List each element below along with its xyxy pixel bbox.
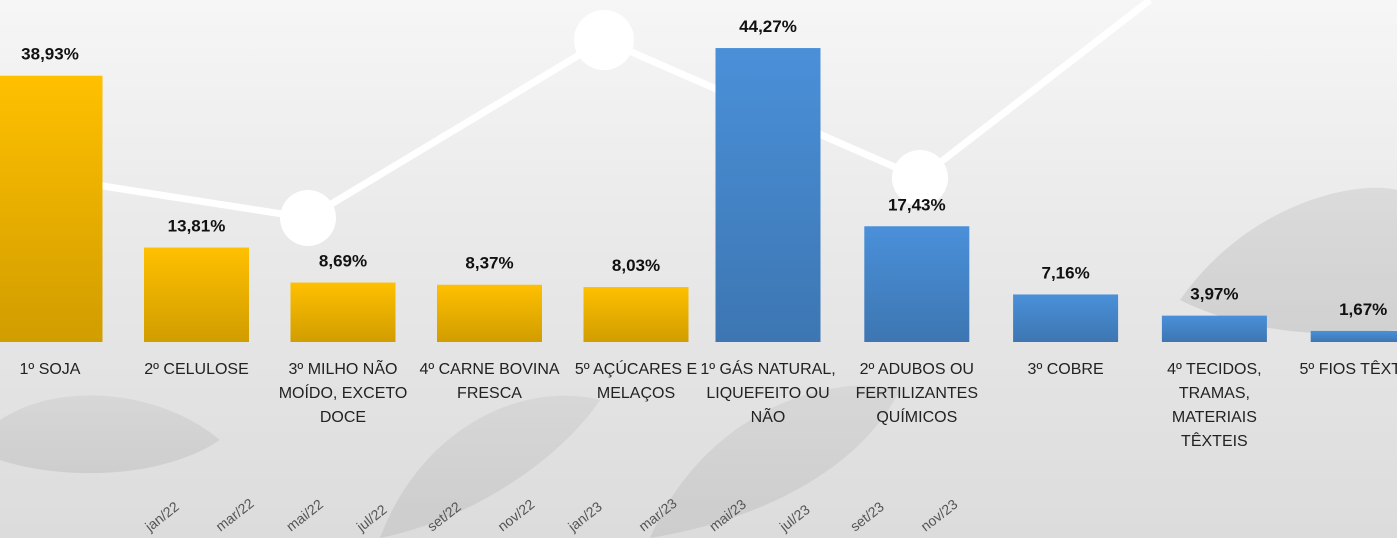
chart-area: 38,93% 13,81% 8,69% 8,37% 8,03% 44,27% 17,43% 7…	[0, 0, 1397, 538]
value-label: 17,43%	[888, 195, 946, 214]
bar	[0, 76, 103, 342]
category-label: 5º AÇÚCARES E MELAÇOS	[565, 358, 707, 406]
category-label: 4º CARNE BOVINA FRESCA	[419, 358, 561, 406]
timeline-label: nov/23	[917, 496, 960, 535]
category-label: 2º ADUBOS OU FERTILIZANTES QUÍMICOS	[846, 358, 988, 430]
timeline-label: jul/23	[776, 501, 813, 535]
bar	[1162, 316, 1267, 342]
trend-line	[0, 0, 1150, 246]
timeline-label: mar/22	[212, 495, 256, 535]
value-label: 1,67%	[1339, 300, 1387, 319]
bar	[144, 248, 249, 342]
bar	[291, 283, 396, 342]
bar	[716, 48, 821, 342]
timeline-label: set/23	[847, 498, 887, 534]
bar	[437, 285, 542, 342]
bar	[1311, 331, 1397, 342]
category-label: 2º CELULOSE	[126, 358, 268, 382]
value-label: 3,97%	[1190, 285, 1238, 304]
category-label: 1º SOJA	[0, 358, 121, 382]
bar	[584, 287, 689, 342]
bar	[864, 226, 969, 342]
timeline-label: mai/22	[283, 496, 326, 535]
category-label: 3º MILHO NÃO MOÍDO, EXCETO DOCE	[272, 358, 414, 430]
bar	[1013, 294, 1118, 342]
timeline-label: jan/22	[141, 498, 182, 535]
chart: 38,93% 13,81% 8,69% 8,37% 8,03% 44,27% 17,43% 7…	[0, 0, 1397, 538]
category-label: 4º TECIDOS, TRAMAS, MATERIAIS TÊXTEIS	[1143, 358, 1285, 454]
value-label: 7,16%	[1041, 263, 1089, 282]
category-label: 1º GÁS NATURAL, LIQUEFEITO OU NÃO	[697, 358, 839, 430]
category-label: 3º COBRE	[995, 358, 1137, 382]
value-label: 8,03%	[612, 256, 660, 275]
value-label: 8,37%	[465, 254, 513, 273]
timeline-label: nov/22	[494, 496, 537, 535]
value-label: 38,93%	[21, 45, 79, 64]
value-label: 44,27%	[739, 17, 797, 36]
value-label: 8,69%	[319, 252, 367, 271]
value-label: 13,81%	[168, 217, 226, 236]
category-label: 5º FIOS TÊXTEIS	[1292, 358, 1397, 382]
timeline-label: jan/23	[564, 498, 605, 535]
